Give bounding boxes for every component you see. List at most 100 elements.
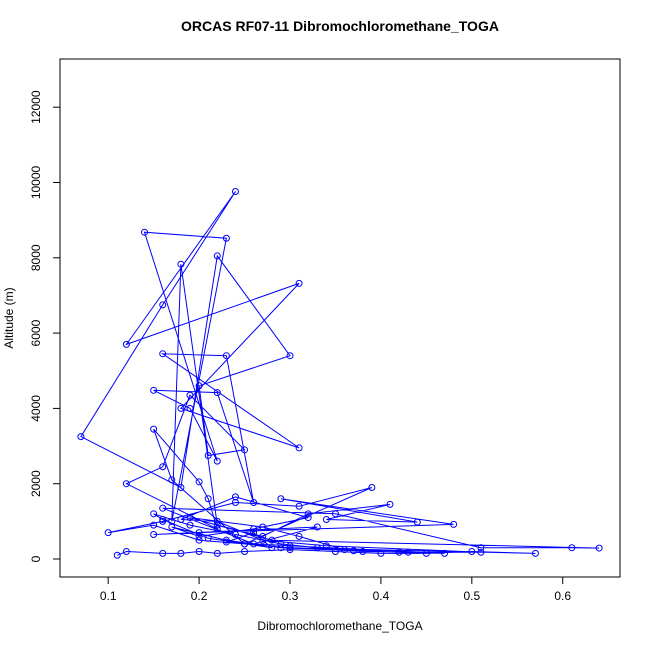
- y-tick-label: 0: [29, 555, 43, 562]
- y-tick-label: 8000: [29, 244, 43, 271]
- x-tick-label: 0.5: [463, 589, 480, 603]
- data-point: [213, 521, 221, 529]
- data-point: [213, 252, 221, 260]
- data-point: [395, 548, 403, 556]
- data-point: [250, 529, 258, 537]
- data-point: [177, 260, 185, 268]
- data-point: [359, 547, 367, 555]
- data-point: [404, 548, 412, 556]
- data-point: [304, 514, 312, 522]
- data-point: [259, 536, 267, 544]
- data-point: [213, 525, 221, 533]
- data-point: [168, 476, 176, 484]
- data-point: [186, 521, 194, 529]
- data-point: [122, 340, 130, 348]
- data-point: [204, 495, 212, 503]
- data-point: [259, 523, 267, 531]
- y-tick-label: 6000: [29, 319, 43, 346]
- data-point: [231, 493, 239, 501]
- data-point: [322, 542, 330, 550]
- y-tick-label: 4000: [29, 395, 43, 422]
- data-point: [295, 444, 303, 452]
- data-point: [186, 514, 194, 522]
- data-point: [159, 301, 167, 309]
- data-point: [77, 433, 85, 441]
- data-point: [141, 228, 149, 236]
- x-axis-label: Dibromochloromethane_TOGA: [257, 619, 422, 633]
- data-point: [222, 352, 230, 360]
- data-point: [195, 529, 203, 537]
- data-point: [477, 544, 485, 552]
- data-point: [222, 234, 230, 242]
- data-point: [350, 547, 358, 555]
- data-point: [413, 518, 421, 526]
- x-tick-label: 0.1: [100, 589, 117, 603]
- data-point: [241, 547, 249, 555]
- data-point: [331, 510, 339, 518]
- data-point: [122, 480, 130, 488]
- data-point: [177, 515, 185, 523]
- data-point: [450, 520, 458, 528]
- data-point: [568, 544, 576, 552]
- data-point: [441, 549, 449, 557]
- data-point: [195, 382, 203, 390]
- data-point: [159, 549, 167, 557]
- chart-title: ORCAS RF07-11 Dibromochloromethane_TOGA: [181, 18, 499, 34]
- data-point: [186, 404, 194, 412]
- data-point: [113, 551, 121, 559]
- y-tick-label: 2000: [29, 470, 43, 497]
- data-point: [177, 483, 185, 491]
- y-axis-label: Altitude (m): [2, 287, 16, 348]
- data-point: [477, 548, 485, 556]
- data-point: [150, 531, 158, 539]
- data-point: [250, 525, 258, 533]
- data-point: [295, 279, 303, 287]
- x-tick-label: 0.4: [373, 589, 390, 603]
- data-point: [250, 499, 258, 507]
- data-point: [268, 544, 276, 552]
- data-point: [195, 532, 203, 540]
- data-point: [177, 404, 185, 412]
- data-point: [286, 546, 294, 554]
- data-point: [159, 463, 167, 471]
- data-point: [159, 350, 167, 358]
- data-point: [159, 517, 167, 525]
- data-point: [277, 540, 285, 548]
- data-point: [213, 457, 221, 465]
- data-line: [80, 191, 600, 556]
- data-point: [386, 500, 394, 508]
- x-tick-label: 0.6: [554, 589, 571, 603]
- data-point: [241, 446, 249, 454]
- data-point: [322, 515, 330, 523]
- plot-frame: [59, 58, 621, 578]
- data-point: [213, 549, 221, 557]
- data-point: [195, 547, 203, 555]
- data-point: [150, 425, 158, 433]
- data-point: [313, 544, 321, 552]
- data-point: [195, 478, 203, 486]
- data-point: [241, 540, 249, 548]
- data-point: [277, 495, 285, 503]
- data-point: [277, 544, 285, 552]
- data-point: [286, 544, 294, 552]
- data-point: [331, 547, 339, 555]
- data-point: [595, 544, 603, 552]
- data-point: [304, 510, 312, 518]
- data-point: [295, 502, 303, 510]
- data-point: [195, 536, 203, 544]
- x-tick-label: 0.3: [282, 589, 299, 603]
- data-point: [250, 540, 258, 548]
- data-point: [150, 510, 158, 518]
- data-point: [377, 549, 385, 557]
- data-point: [213, 389, 221, 397]
- data-point: [286, 542, 294, 550]
- data-point: [468, 547, 476, 555]
- data-point: [150, 521, 158, 529]
- x-tick-label: 0.2: [191, 589, 208, 603]
- data-point: [231, 531, 239, 539]
- data-point: [213, 517, 221, 525]
- data-point: [159, 504, 167, 512]
- data-point: [159, 515, 167, 523]
- data-point: [222, 538, 230, 546]
- data-point: [204, 534, 212, 542]
